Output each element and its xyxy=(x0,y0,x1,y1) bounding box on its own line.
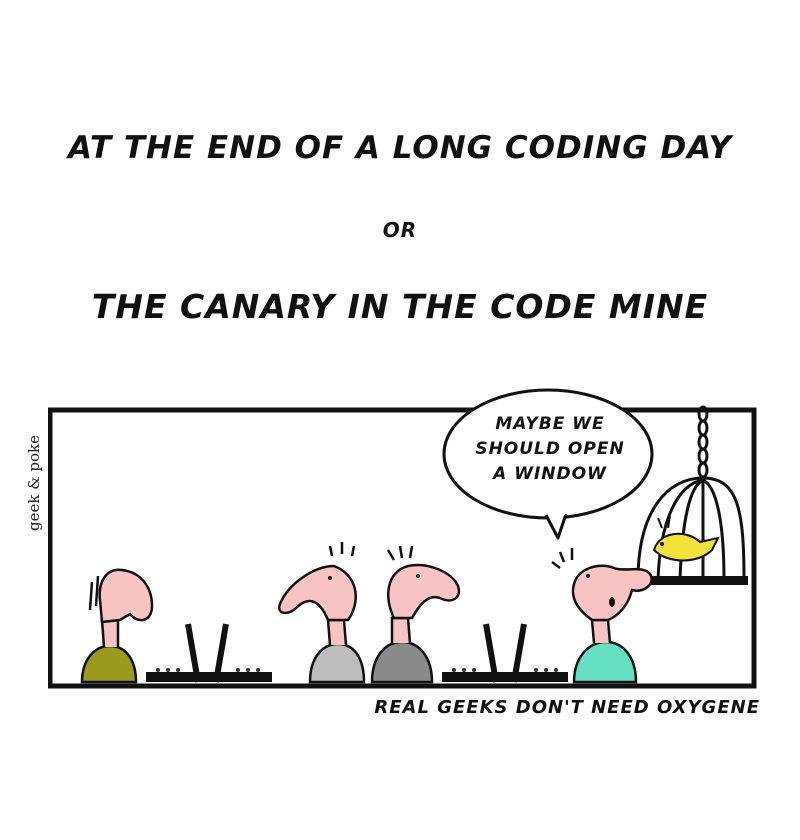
geek-figure-4 xyxy=(551,548,653,684)
geek-figure-2 xyxy=(277,542,366,684)
comic-title-line1: AT THE END OF A LONG CODING DAY xyxy=(67,130,733,166)
artist-signature: geek & poke xyxy=(20,418,48,548)
speech-bubble-line-2: SHOULD OPEN xyxy=(475,439,625,459)
comic-title-line2: THE CANARY IN THE CODE MINE xyxy=(91,287,709,326)
comic-panel: MAYBE WE SHOULD OPEN A WINDOW xyxy=(48,370,760,692)
comic-caption: REAL GEEKS DON'T NEED OXYGENE xyxy=(374,697,760,718)
laptop-1 xyxy=(146,623,272,683)
speech-bubble-line-1: MAYBE WE xyxy=(495,414,605,434)
geek-figure-3 xyxy=(370,545,461,684)
artist-signature-text: geek & poke xyxy=(25,435,43,531)
comic-panel-art xyxy=(48,388,757,689)
bird-cage xyxy=(634,405,748,585)
speech-bubble-line-3: A WINDOW xyxy=(493,464,607,484)
canary-icon xyxy=(652,515,720,562)
geek-figure-1 xyxy=(80,568,154,684)
laptop-2 xyxy=(442,623,568,683)
speech-bubble-text: MAYBE WE SHOULD OPEN A WINDOW xyxy=(450,412,650,487)
speech-bubble xyxy=(442,388,654,540)
comic-title-or: OR xyxy=(382,218,418,242)
